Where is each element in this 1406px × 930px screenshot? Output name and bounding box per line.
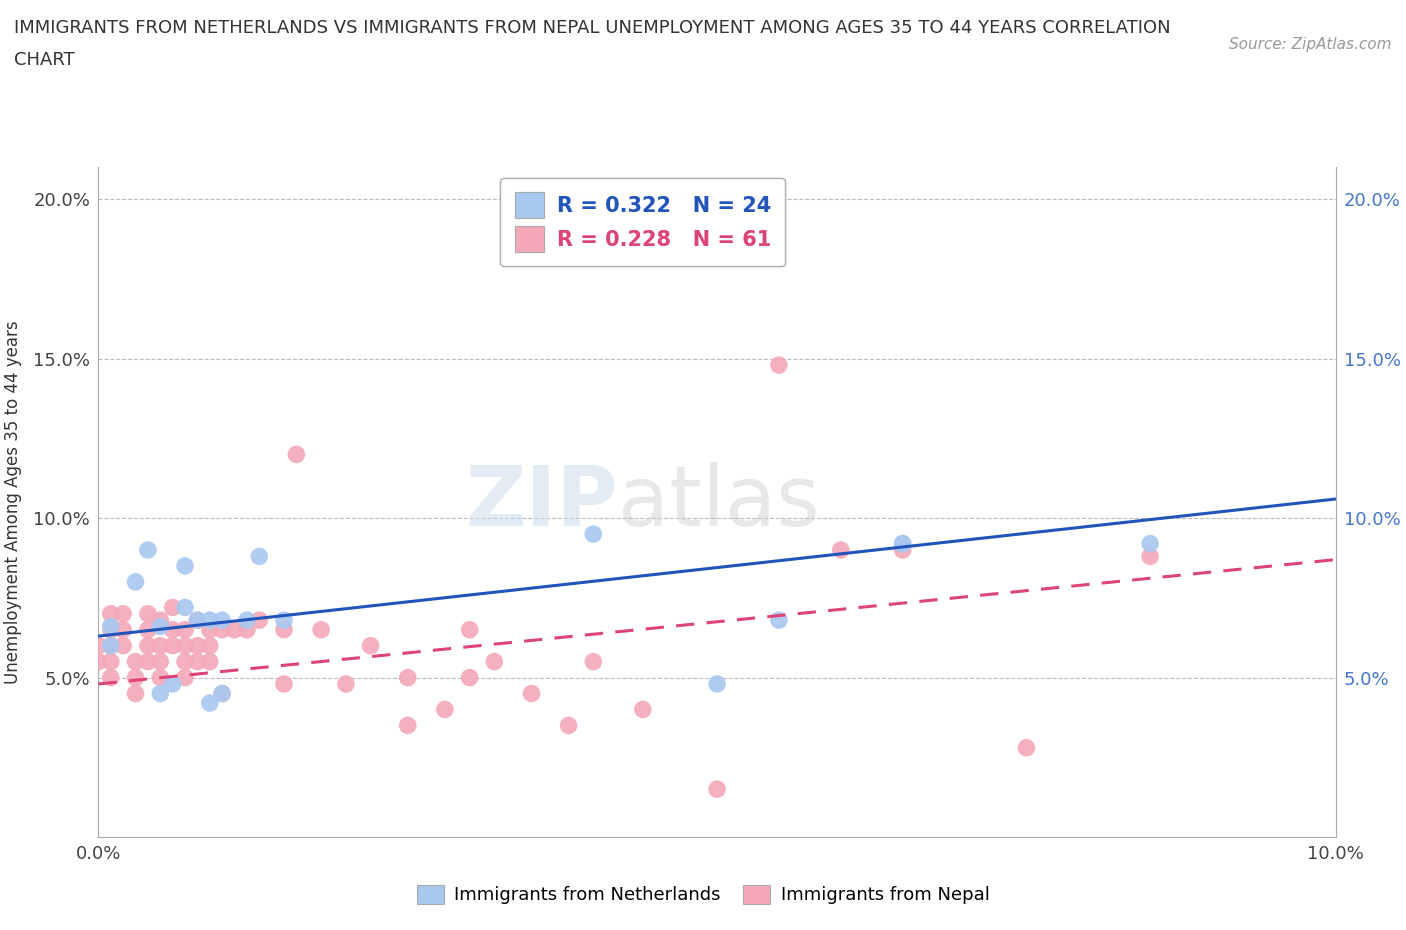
- Point: [236, 622, 259, 637]
- Point: [360, 638, 382, 653]
- Point: [112, 622, 135, 637]
- Point: [124, 575, 146, 590]
- Point: [211, 686, 233, 701]
- Point: [236, 613, 259, 628]
- Point: [162, 600, 184, 615]
- Point: [149, 686, 172, 701]
- Point: [198, 696, 221, 711]
- Point: [186, 613, 208, 628]
- Point: [112, 606, 135, 621]
- Point: [557, 718, 579, 733]
- Point: [100, 638, 122, 653]
- Point: [100, 638, 122, 653]
- Point: [198, 622, 221, 637]
- Point: [396, 718, 419, 733]
- Point: [458, 671, 481, 685]
- Point: [309, 622, 332, 637]
- Point: [100, 654, 122, 669]
- Point: [273, 613, 295, 628]
- Point: [136, 606, 159, 621]
- Point: [149, 619, 172, 634]
- Point: [582, 526, 605, 541]
- Point: [174, 622, 197, 637]
- Point: [100, 619, 122, 634]
- Text: CHART: CHART: [14, 51, 75, 69]
- Point: [335, 676, 357, 691]
- Point: [174, 654, 197, 669]
- Point: [162, 676, 184, 691]
- Point: [891, 542, 914, 557]
- Point: [100, 622, 122, 637]
- Point: [458, 622, 481, 637]
- Point: [149, 638, 172, 653]
- Point: [186, 638, 208, 653]
- Point: [100, 671, 122, 685]
- Point: [396, 671, 419, 685]
- Point: [136, 622, 159, 637]
- Point: [247, 613, 270, 628]
- Point: [198, 613, 221, 628]
- Point: [484, 654, 506, 669]
- Point: [247, 549, 270, 564]
- Point: [174, 671, 197, 685]
- Point: [520, 240, 543, 255]
- Text: ZIP: ZIP: [465, 461, 619, 543]
- Point: [1139, 537, 1161, 551]
- Point: [162, 622, 184, 637]
- Legend: R = 0.322   N = 24, R = 0.228   N = 61: R = 0.322 N = 24, R = 0.228 N = 61: [501, 178, 786, 266]
- Point: [1015, 740, 1038, 755]
- Point: [149, 613, 172, 628]
- Point: [186, 613, 208, 628]
- Point: [174, 559, 197, 574]
- Point: [112, 638, 135, 653]
- Point: [285, 447, 308, 462]
- Point: [87, 654, 110, 669]
- Text: IMMIGRANTS FROM NETHERLANDS VS IMMIGRANTS FROM NEPAL UNEMPLOYMENT AMONG AGES 35 : IMMIGRANTS FROM NETHERLANDS VS IMMIGRANT…: [14, 19, 1171, 36]
- Point: [433, 702, 456, 717]
- Point: [124, 654, 146, 669]
- Point: [224, 622, 246, 637]
- Point: [87, 638, 110, 653]
- Point: [136, 654, 159, 669]
- Point: [211, 613, 233, 628]
- Point: [198, 638, 221, 653]
- Point: [162, 638, 184, 653]
- Legend: Immigrants from Netherlands, Immigrants from Nepal: Immigrants from Netherlands, Immigrants …: [409, 878, 997, 911]
- Point: [891, 537, 914, 551]
- Point: [768, 613, 790, 628]
- Point: [1139, 549, 1161, 564]
- Point: [768, 358, 790, 373]
- Point: [174, 638, 197, 653]
- Point: [273, 622, 295, 637]
- Point: [891, 537, 914, 551]
- Point: [706, 782, 728, 797]
- Point: [136, 542, 159, 557]
- Y-axis label: Unemployment Among Ages 35 to 44 years: Unemployment Among Ages 35 to 44 years: [4, 321, 22, 684]
- Point: [211, 622, 233, 637]
- Point: [100, 606, 122, 621]
- Point: [124, 671, 146, 685]
- Point: [706, 676, 728, 691]
- Point: [582, 654, 605, 669]
- Point: [149, 654, 172, 669]
- Text: Source: ZipAtlas.com: Source: ZipAtlas.com: [1229, 37, 1392, 52]
- Text: atlas: atlas: [619, 461, 820, 543]
- Point: [830, 542, 852, 557]
- Point: [186, 654, 208, 669]
- Point: [198, 654, 221, 669]
- Point: [273, 676, 295, 691]
- Point: [631, 702, 654, 717]
- Point: [149, 671, 172, 685]
- Point: [520, 686, 543, 701]
- Point: [211, 686, 233, 701]
- Point: [174, 600, 197, 615]
- Point: [136, 638, 159, 653]
- Point: [124, 686, 146, 701]
